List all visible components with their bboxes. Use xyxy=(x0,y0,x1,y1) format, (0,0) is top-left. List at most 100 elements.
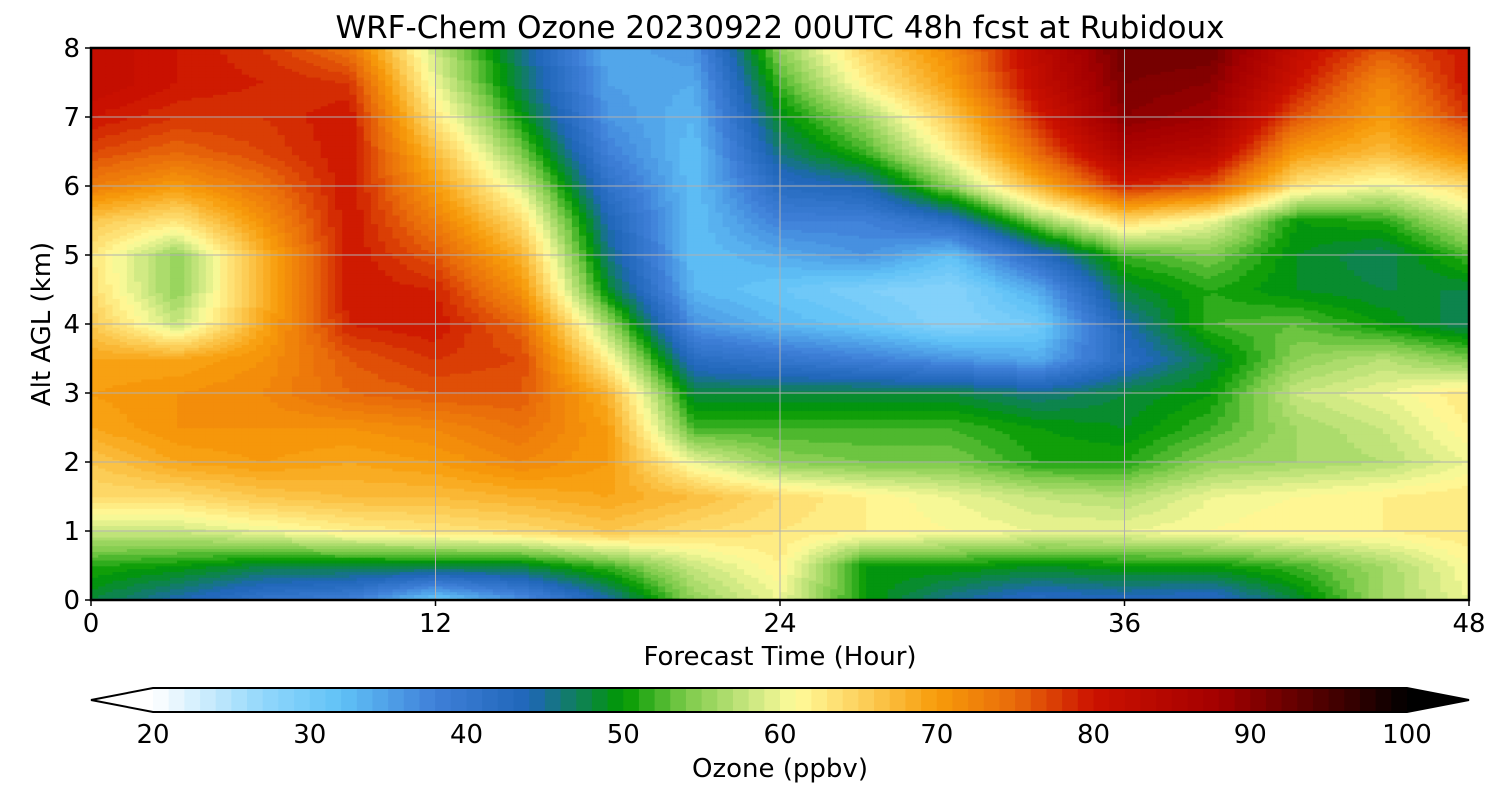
heatmap-cell xyxy=(694,531,781,566)
heatmap-cell xyxy=(608,428,695,463)
heatmap-cell xyxy=(1383,531,1470,566)
heatmap-cell xyxy=(608,462,695,497)
heatmap-cell xyxy=(522,48,609,83)
heatmap-cell xyxy=(952,359,1039,394)
heatmap-cell xyxy=(1038,428,1125,463)
heatmap-cell xyxy=(177,186,264,221)
colorbar-segment xyxy=(655,688,671,712)
heatmap-cell xyxy=(91,48,178,83)
heatmap-cell xyxy=(952,428,1039,463)
x-tick-label: 0 xyxy=(83,609,100,639)
heatmap-cell xyxy=(263,48,350,83)
heatmap-cell xyxy=(522,152,609,187)
heatmap-cell xyxy=(1211,324,1298,359)
heatmap-cell xyxy=(866,117,953,152)
heatmap-cell xyxy=(263,359,350,394)
heatmap-cell xyxy=(866,186,953,221)
colorbar-segment xyxy=(843,688,859,712)
heatmap-cell xyxy=(1297,324,1384,359)
colorbar-segment xyxy=(1282,688,1298,712)
heatmap-cell xyxy=(780,152,867,187)
heatmap-cell xyxy=(1383,117,1470,152)
heatmap-cell xyxy=(866,48,953,83)
colorbar-segment xyxy=(1313,688,1329,712)
heatmap-cell xyxy=(1211,186,1298,221)
heatmap-cell xyxy=(522,428,609,463)
heatmap-cell xyxy=(263,117,350,152)
colorbar-segment xyxy=(686,688,702,712)
colorbar-segment xyxy=(451,688,467,712)
colorbar-segment xyxy=(702,688,718,712)
colorbar-segment xyxy=(623,688,639,712)
heatmap-cell xyxy=(952,48,1039,83)
heatmap-cell xyxy=(263,255,350,290)
heatmap-cell xyxy=(1125,48,1212,83)
heatmap-cell xyxy=(349,497,436,532)
heatmap-cell xyxy=(694,290,781,325)
heatmap-cell xyxy=(1038,324,1125,359)
heatmap-cell xyxy=(263,186,350,221)
heatmap-cell xyxy=(1211,359,1298,394)
heatmap-cell xyxy=(1383,152,1470,187)
heatmap-cell xyxy=(1297,359,1384,394)
heatmap-cell xyxy=(780,48,867,83)
heatmap-cell xyxy=(263,290,350,325)
colorbar-segment xyxy=(1297,688,1313,712)
heatmap-cell xyxy=(1383,48,1470,83)
heatmap-cell xyxy=(780,428,867,463)
heatmap-cell xyxy=(1383,186,1470,221)
heatmap-cell xyxy=(1383,393,1470,428)
heatmap-cell xyxy=(263,428,350,463)
heatmap-cell xyxy=(952,531,1039,566)
heatmap-cell xyxy=(780,531,867,566)
heatmap-cell xyxy=(177,290,264,325)
heatmap-cell xyxy=(1297,83,1384,118)
heatmap-cell xyxy=(694,48,781,83)
heatmap-cell xyxy=(263,393,350,428)
colorbar-segment xyxy=(1109,688,1125,712)
heatmap-cell xyxy=(1038,393,1125,428)
heatmap-cell xyxy=(1211,48,1298,83)
heatmap-cell xyxy=(952,152,1039,187)
x-tick-label: 36 xyxy=(1108,609,1141,639)
colorbar-tick-label: 80 xyxy=(1077,720,1110,750)
heatmap-cell xyxy=(436,497,523,532)
heatmap-cell xyxy=(866,324,953,359)
heatmap-cell xyxy=(1038,531,1125,566)
colorbar-tick-label: 30 xyxy=(293,720,326,750)
colorbar-segment xyxy=(310,688,326,712)
heatmap-cell xyxy=(1211,221,1298,256)
heatmap-cell xyxy=(91,221,178,256)
heatmap-cell xyxy=(1383,255,1470,290)
heatmap-cell xyxy=(436,255,523,290)
heatmap-cell xyxy=(522,531,609,566)
heatmap-cell xyxy=(177,152,264,187)
heatmap-cell xyxy=(1211,428,1298,463)
colorbar-segment xyxy=(404,688,420,712)
heatmap-cell xyxy=(866,497,953,532)
heatmap-cell xyxy=(1125,393,1212,428)
heatmap-cell xyxy=(952,117,1039,152)
y-tick-label: 7 xyxy=(63,103,80,133)
colorbar-segment xyxy=(890,688,906,712)
colorbar-tick-label: 60 xyxy=(763,720,796,750)
heatmap-cell xyxy=(1297,566,1384,601)
heatmap-cell xyxy=(263,221,350,256)
heatmap-cell xyxy=(263,462,350,497)
heatmap-cell xyxy=(263,83,350,118)
heatmap-cell xyxy=(436,117,523,152)
heatmap-cell xyxy=(177,324,264,359)
heatmap-cell xyxy=(522,186,609,221)
colorbar-segment xyxy=(498,688,514,712)
heatmap-cell xyxy=(866,152,953,187)
heatmap-cell xyxy=(177,117,264,152)
heatmap-cell xyxy=(1297,393,1384,428)
heatmap-cell xyxy=(866,462,953,497)
colorbar-segment xyxy=(1078,688,1094,712)
y-tick-label: 1 xyxy=(63,517,80,547)
heatmap-cell xyxy=(1125,290,1212,325)
heatmap-cell xyxy=(866,290,953,325)
colorbar-segment xyxy=(184,688,200,712)
heatmap-cell xyxy=(436,428,523,463)
heatmap-cell xyxy=(694,83,781,118)
